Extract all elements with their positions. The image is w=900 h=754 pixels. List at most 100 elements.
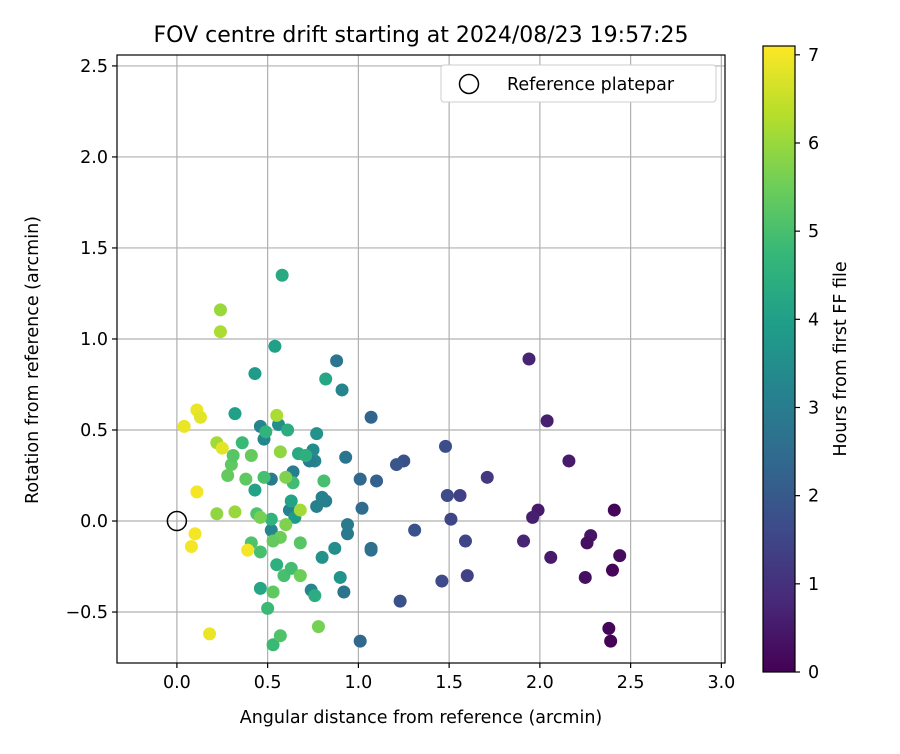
y-tick-label: 0.5 bbox=[80, 421, 108, 441]
data-point bbox=[210, 507, 224, 521]
data-point bbox=[257, 470, 271, 484]
y-axis-label: Rotation from reference (arcmin) bbox=[23, 216, 43, 504]
data-point bbox=[440, 489, 454, 503]
colorbar-tick-label: 6 bbox=[808, 134, 819, 154]
x-axis-label: Angular distance from reference (arcmin) bbox=[240, 708, 603, 728]
data-point bbox=[310, 427, 324, 441]
data-point bbox=[226, 448, 240, 462]
legend: Reference platepar bbox=[440, 64, 717, 103]
data-point bbox=[353, 634, 367, 648]
data-point bbox=[188, 527, 202, 541]
data-point bbox=[408, 523, 422, 537]
data-point bbox=[266, 638, 280, 652]
data-point bbox=[228, 505, 242, 519]
data-point bbox=[273, 445, 287, 459]
data-point bbox=[522, 352, 536, 366]
data-point bbox=[215, 441, 229, 455]
x-tick-label: 0.5 bbox=[254, 673, 282, 693]
colorbar-gradient bbox=[762, 45, 796, 673]
data-point bbox=[604, 634, 618, 648]
y-tick-label: 0.0 bbox=[80, 512, 108, 532]
data-point bbox=[458, 534, 472, 548]
x-tick-label: 3.0 bbox=[707, 673, 735, 693]
data-point bbox=[268, 339, 282, 353]
data-point bbox=[605, 563, 619, 577]
data-point bbox=[435, 574, 449, 588]
data-point bbox=[253, 545, 267, 559]
data-point bbox=[328, 541, 342, 555]
data-point bbox=[444, 512, 458, 526]
reference-platepar-marker bbox=[166, 510, 188, 532]
data-point bbox=[281, 423, 295, 437]
data-point bbox=[340, 527, 354, 541]
x-tick-label: 1.0 bbox=[344, 673, 372, 693]
data-point bbox=[364, 543, 378, 557]
data-point bbox=[333, 570, 347, 584]
data-point bbox=[453, 489, 467, 503]
data-point bbox=[177, 419, 191, 433]
data-point bbox=[221, 469, 235, 483]
colorbar: 0 1 2 3 4 5 6 7 bbox=[762, 45, 819, 683]
colorbar-tick-label: 0 bbox=[808, 663, 819, 683]
data-point bbox=[526, 510, 540, 524]
data-point bbox=[299, 448, 313, 462]
data-point bbox=[253, 510, 267, 524]
data-point bbox=[190, 485, 204, 499]
data-point bbox=[335, 383, 349, 397]
data-point bbox=[544, 550, 558, 564]
data-point bbox=[248, 367, 262, 381]
data-point bbox=[228, 407, 242, 421]
data-point bbox=[248, 483, 262, 497]
data-point bbox=[235, 436, 249, 450]
data-point bbox=[310, 499, 324, 513]
x-tick-label: 1.5 bbox=[435, 673, 463, 693]
data-point bbox=[580, 536, 594, 550]
colorbar-tick-label: 4 bbox=[808, 310, 819, 330]
legend-box bbox=[440, 64, 717, 103]
data-point bbox=[439, 439, 453, 453]
x-tick-label: 2.5 bbox=[617, 673, 645, 693]
reference-platepar-legend-marker bbox=[458, 73, 480, 95]
data-point bbox=[337, 585, 351, 599]
data-point bbox=[370, 474, 384, 488]
colorbar-tick-label: 2 bbox=[808, 487, 819, 507]
data-point bbox=[253, 581, 267, 595]
data-points bbox=[166, 268, 627, 652]
data-point bbox=[330, 354, 344, 368]
data-point bbox=[239, 472, 253, 486]
x-tick-label: 2.0 bbox=[526, 673, 554, 693]
data-point bbox=[460, 569, 474, 583]
data-point bbox=[275, 268, 289, 282]
data-point bbox=[364, 410, 378, 424]
data-point bbox=[264, 512, 278, 526]
data-point bbox=[308, 589, 322, 603]
data-point bbox=[602, 621, 616, 635]
colorbar-tick-label: 1 bbox=[808, 575, 819, 595]
data-point bbox=[279, 470, 293, 484]
data-point bbox=[317, 474, 331, 488]
x-tick-label: 0.0 bbox=[163, 673, 191, 693]
data-point bbox=[480, 470, 494, 484]
plot-axes: 0.0 0.5 1.0 1.5 2.0 2.5 3.0 −0.5 0.0 0.5 1.0 1.5 2.0… bbox=[66, 54, 735, 693]
data-point bbox=[193, 410, 207, 424]
data-point bbox=[293, 503, 307, 517]
colorbar-label: Hours from first FF file bbox=[831, 261, 851, 456]
y-tick-label: −0.5 bbox=[66, 603, 109, 623]
data-point bbox=[389, 458, 403, 472]
colorbar-tick-label: 5 bbox=[808, 222, 819, 242]
data-point bbox=[319, 372, 333, 386]
y-tick-label: 2.0 bbox=[80, 148, 108, 168]
data-point bbox=[340, 518, 354, 532]
data-point bbox=[293, 536, 307, 550]
data-point bbox=[393, 594, 407, 608]
data-point bbox=[264, 523, 278, 537]
data-point bbox=[517, 534, 531, 548]
data-point bbox=[607, 503, 621, 517]
data-point bbox=[266, 534, 280, 548]
data-point bbox=[213, 303, 227, 317]
y-tick-label: 2.5 bbox=[80, 57, 108, 77]
data-point bbox=[279, 518, 293, 532]
data-point bbox=[241, 543, 255, 557]
